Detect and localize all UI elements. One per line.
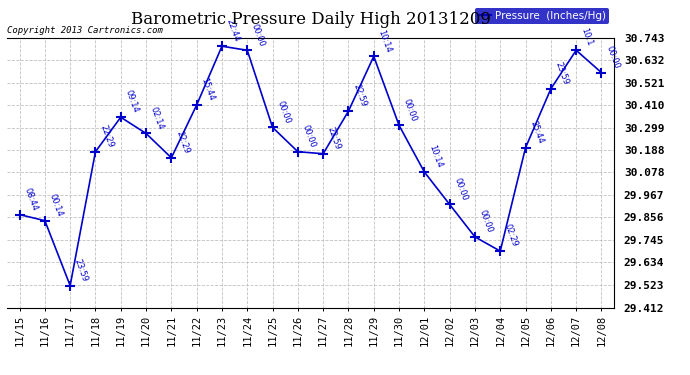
Text: 00:00: 00:00 (604, 44, 621, 70)
Text: 22:59: 22:59 (326, 126, 342, 151)
Text: 02:29: 02:29 (503, 223, 520, 248)
Text: 00:00: 00:00 (477, 209, 494, 234)
Text: 00:00: 00:00 (275, 99, 292, 124)
Text: 23:59: 23:59 (73, 257, 90, 283)
Text: 25:44: 25:44 (529, 120, 545, 145)
Text: 02:14: 02:14 (149, 105, 166, 130)
Text: 22:29: 22:29 (98, 123, 115, 149)
Text: 23:59: 23:59 (553, 60, 570, 86)
Text: 08:44: 08:44 (22, 186, 39, 212)
Text: 15:44: 15:44 (199, 77, 216, 102)
Text: 00:14: 00:14 (48, 192, 64, 218)
Text: Copyright 2013 Cartronics.com: Copyright 2013 Cartronics.com (7, 26, 163, 35)
Legend: Pressure  (Inches/Hg): Pressure (Inches/Hg) (475, 8, 609, 24)
Text: 22:59: 22:59 (351, 83, 368, 108)
Text: 00:00: 00:00 (453, 176, 469, 202)
Text: 00:00: 00:00 (250, 22, 266, 48)
Text: 00:00: 00:00 (301, 123, 317, 149)
Text: 10:14: 10:14 (377, 28, 393, 54)
Text: 10:14: 10:14 (427, 144, 444, 169)
Text: Barometric Pressure Daily High 20131209: Barometric Pressure Daily High 20131209 (130, 11, 491, 28)
Text: 09:14: 09:14 (124, 89, 140, 114)
Text: 22:44: 22:44 (225, 18, 241, 44)
Text: 22:29: 22:29 (174, 130, 190, 155)
Text: 10:1: 10:1 (579, 27, 593, 48)
Text: 00:00: 00:00 (402, 97, 418, 123)
